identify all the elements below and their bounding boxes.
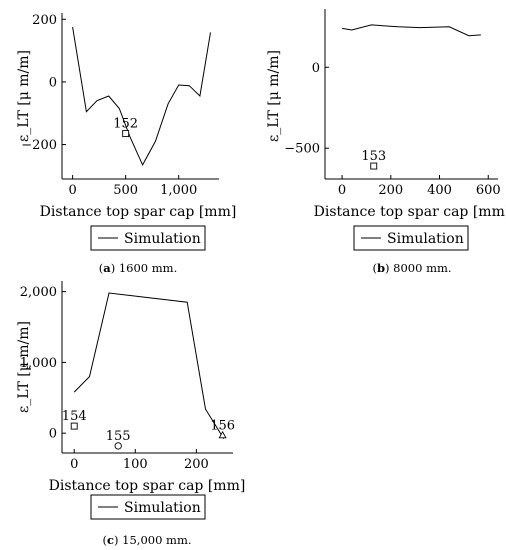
legend-label: Simulation: [387, 231, 464, 247]
panel-a: 0 500 1,000 −200 0 200 ε_LT [μ m/m] Distance to…: [16, 13, 236, 275]
x-tick-label: 600: [476, 183, 501, 198]
x-tick-label: 1,000: [160, 183, 197, 198]
measurement-marker-square: [70, 422, 78, 430]
y-tick-label: 0: [49, 427, 57, 442]
x-axis-label: Distance top spar cap [mm]: [40, 204, 237, 220]
legend-label: Simulation: [124, 231, 201, 247]
series-line-1: [73, 292, 225, 440]
x-axis-label: Distance top spar cap [mm]: [49, 478, 246, 494]
y-tick-label: −500: [284, 142, 320, 157]
x-tick-label: 0: [338, 183, 346, 198]
measurement-marker-triangle: [218, 430, 227, 439]
y-tick-label: 1,000: [20, 356, 57, 371]
y-tick-label: 0: [49, 75, 57, 90]
panel-b: 0 200 400 600 −500 0 ε_LT [μ m/m] Distance top …: [266, 9, 506, 275]
measurement-marker-circle: [114, 442, 122, 450]
x-axis-label: Distance top spar cap [mm]: [314, 204, 506, 220]
y-tick-label: 2,000: [20, 285, 57, 300]
caption-paren-open: (: [99, 261, 104, 275]
x-tick-label: 200: [378, 183, 403, 198]
y-axis-label: ε_LT [μ m/m]: [266, 50, 282, 142]
x-tick-label: 0: [68, 183, 76, 198]
caption-letter: c: [107, 533, 114, 547]
series-line-1: [72, 27, 211, 167]
measurement-marker-square: [122, 130, 130, 138]
caption-letter: a: [103, 261, 111, 275]
y-axis-label: ε_LT [μ m/m]: [16, 321, 32, 413]
legend-box: [90, 494, 206, 520]
y-tick-label: 0: [312, 61, 320, 76]
series-line-1: [342, 24, 481, 37]
caption-paren-close: ): [114, 533, 119, 547]
caption-text: 1600 mm.: [115, 261, 177, 275]
measurement-point-label: 154: [62, 409, 87, 424]
caption-text: 8000 mm.: [390, 261, 452, 275]
measurement-point-label: 153: [361, 149, 386, 164]
measurement-point-label: 152: [113, 117, 138, 132]
x-tick-label: 200: [184, 457, 209, 472]
x-tick-label: 500: [113, 183, 138, 198]
caption-text: 15,000 mm.: [119, 533, 192, 547]
measurement-point-label: 156: [210, 418, 235, 433]
caption-paren-close: ): [385, 261, 390, 275]
panel-caption: (b) 8000 mm.: [372, 261, 451, 275]
panel-caption: (a) 1600 mm.: [99, 261, 178, 275]
y-tick-label: −200: [21, 138, 57, 153]
measurement-marker-square: [370, 162, 378, 170]
y-axis-label: ε_LT [μ m/m]: [16, 50, 32, 142]
x-tick-label: 0: [70, 457, 78, 472]
legend-label: Simulation: [124, 500, 201, 516]
panel-caption: (c) 15,000 mm.: [102, 533, 191, 547]
caption-letter: b: [377, 261, 385, 275]
legend-box: [353, 225, 469, 251]
caption-paren-close: ): [111, 261, 116, 275]
caption-paren-open: (: [102, 533, 107, 547]
x-tick-label: 100: [123, 457, 148, 472]
y-tick-label: 200: [32, 13, 57, 28]
caption-paren-open: (: [372, 261, 377, 275]
measurement-point-label: 155: [106, 429, 131, 444]
x-tick-label: 400: [427, 183, 452, 198]
panel-c: 0 100 200 0 1,000 2,000 ε_LT [μ m/m] Distance t…: [16, 281, 245, 547]
